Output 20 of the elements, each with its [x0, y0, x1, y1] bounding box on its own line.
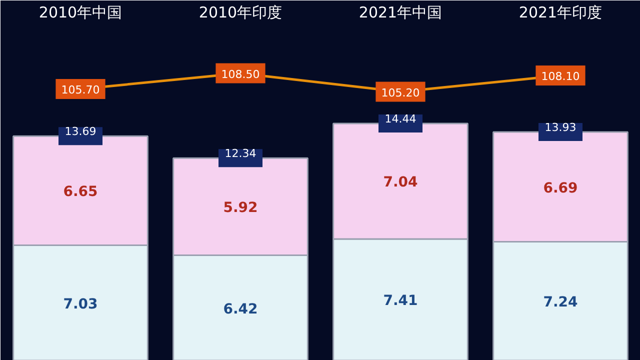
total-label: 12.34 [224, 147, 256, 160]
data-label: 7.03 [63, 296, 98, 312]
data-label: 5.92 [223, 200, 258, 216]
total-label: 13.93 [544, 121, 576, 134]
x-tick-label: 2010年印度 [198, 4, 282, 22]
data-label: 105.70 [61, 83, 100, 96]
total-label: 13.69 [64, 125, 96, 138]
data-label: 7.41 [383, 293, 418, 310]
data-label: 6.65 [63, 184, 98, 200]
data-label: 105.20 [381, 86, 420, 100]
x-tick-label: 2021年印度 [518, 4, 602, 22]
data-label: 6.42 [223, 301, 258, 318]
total-label: 14.44 [384, 112, 416, 126]
x-tick-label: 2010年中国 [38, 4, 122, 22]
data-label: 108.10 [541, 70, 580, 84]
data-label: 7.04 [383, 174, 418, 191]
x-tick-label: 2021年中国 [358, 4, 442, 22]
data-label: 7.24 [543, 294, 578, 311]
data-label: 6.69 [543, 180, 578, 196]
data-label: 108.50 [221, 68, 260, 81]
